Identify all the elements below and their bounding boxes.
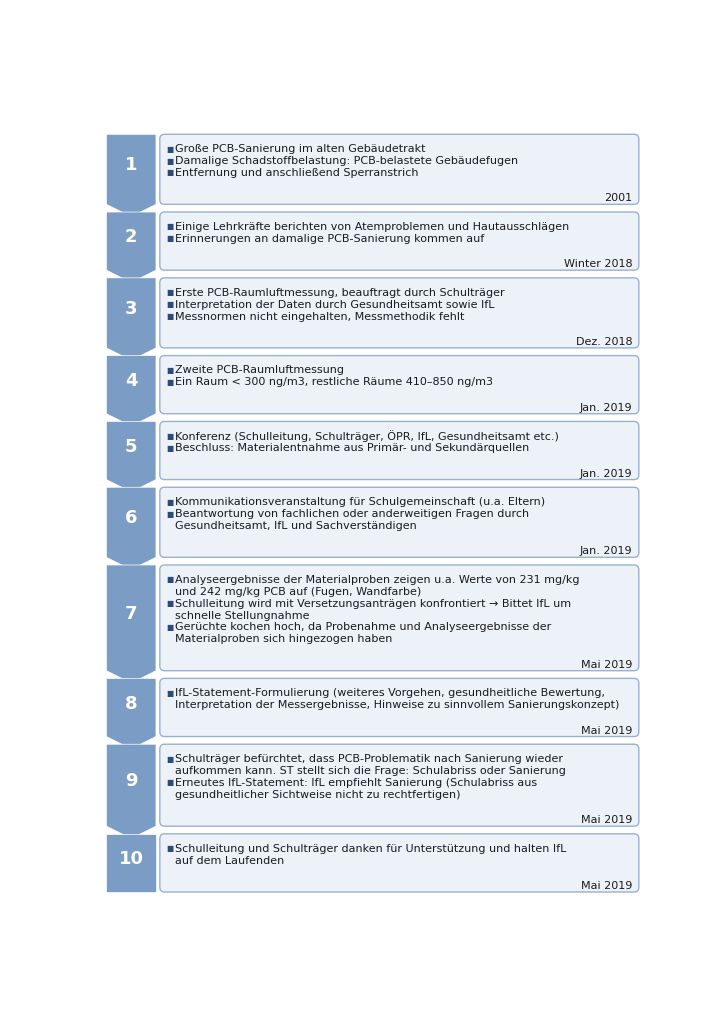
Text: ■: ■ bbox=[166, 599, 173, 608]
Text: 9: 9 bbox=[125, 771, 137, 790]
Text: Mai 2019: Mai 2019 bbox=[581, 815, 632, 824]
Text: Schulträger befürchtet, dass PCB-Problematik nach Sanierung wieder: Schulträger befürchtet, dass PCB-Problem… bbox=[174, 753, 563, 763]
Text: ■: ■ bbox=[166, 754, 173, 763]
Text: Konferenz (Schulleitung, Schulträger, ÖPR, IfL, Gesundheitsamt etc.): Konferenz (Schulleitung, Schulträger, ÖP… bbox=[174, 430, 558, 442]
Text: Interpretation der Messergebnisse, Hinweise zu sinnvollem Sanierungskonzept): Interpretation der Messergebnisse, Hinwe… bbox=[174, 700, 619, 710]
Text: Erste PCB-Raumluftmessung, beauftragt durch Schulträger: Erste PCB-Raumluftmessung, beauftragt du… bbox=[174, 287, 505, 297]
Text: ■: ■ bbox=[166, 288, 173, 297]
FancyBboxPatch shape bbox=[160, 834, 639, 892]
Text: ■: ■ bbox=[166, 157, 173, 166]
Text: ■: ■ bbox=[166, 575, 173, 583]
Text: ■: ■ bbox=[166, 300, 173, 308]
Polygon shape bbox=[106, 422, 156, 492]
Text: ■: ■ bbox=[166, 432, 173, 441]
Text: ■: ■ bbox=[166, 235, 173, 243]
Text: Schulleitung und Schulträger danken für Unterstützung und halten IfL: Schulleitung und Schulträger danken für … bbox=[174, 843, 566, 853]
Text: Große PCB-Sanierung im alten Gebäudetrakt: Große PCB-Sanierung im alten Gebäudetrak… bbox=[174, 144, 425, 154]
Text: Mai 2019: Mai 2019 bbox=[581, 659, 632, 669]
Text: Jan. 2019: Jan. 2019 bbox=[580, 546, 632, 556]
FancyBboxPatch shape bbox=[160, 422, 639, 480]
Text: Mai 2019: Mai 2019 bbox=[581, 881, 632, 890]
Text: Dez. 2018: Dez. 2018 bbox=[576, 337, 632, 347]
Text: ■: ■ bbox=[166, 497, 173, 507]
Text: ■: ■ bbox=[166, 688, 173, 697]
Polygon shape bbox=[106, 279, 156, 361]
Text: Jan. 2019: Jan. 2019 bbox=[580, 468, 632, 478]
FancyBboxPatch shape bbox=[160, 565, 639, 671]
Text: Messnormen nicht eingehalten, Messmethodik fehlt: Messnormen nicht eingehalten, Messmethod… bbox=[174, 311, 464, 321]
FancyBboxPatch shape bbox=[160, 135, 639, 205]
Text: Materialproben sich hingezogen haben: Materialproben sich hingezogen haben bbox=[174, 634, 392, 644]
Text: 5: 5 bbox=[125, 437, 137, 455]
Text: Damalige Schadstoffbelastung: PCB-belastete Gebäudefugen: Damalige Schadstoffbelastung: PCB-belast… bbox=[174, 156, 518, 166]
FancyBboxPatch shape bbox=[160, 744, 639, 826]
Text: ■: ■ bbox=[166, 377, 173, 386]
Text: 1: 1 bbox=[125, 157, 137, 174]
Text: Analyseergebnisse der Materialproben zeigen u.a. Werte von 231 mg/kg: Analyseergebnisse der Materialproben zei… bbox=[174, 574, 579, 584]
FancyBboxPatch shape bbox=[160, 279, 639, 349]
Text: ■: ■ bbox=[166, 311, 173, 320]
Text: IfL-Statement-Formulierung (weiteres Vorgehen, gesundheitliche Bewertung,: IfL-Statement-Formulierung (weiteres Vor… bbox=[174, 687, 605, 698]
Polygon shape bbox=[106, 487, 156, 570]
Polygon shape bbox=[106, 135, 156, 217]
Text: Gerüchte kochen hoch, da Probenahme und Analyseergebnisse der: Gerüchte kochen hoch, da Probenahme und … bbox=[174, 622, 551, 632]
FancyBboxPatch shape bbox=[160, 213, 639, 271]
Text: ■: ■ bbox=[166, 168, 173, 177]
Text: auf dem Laufenden: auf dem Laufenden bbox=[174, 854, 284, 864]
Text: ■: ■ bbox=[166, 623, 173, 631]
Text: 3: 3 bbox=[125, 299, 137, 317]
Text: Erinnerungen an damalige PCB-Sanierung kommen auf: Erinnerungen an damalige PCB-Sanierung k… bbox=[174, 234, 484, 244]
Polygon shape bbox=[106, 356, 156, 427]
Text: Kommunikationsveranstaltung für Schulgemeinschaft (u.a. Eltern): Kommunikationsveranstaltung für Schulgem… bbox=[174, 496, 545, 507]
Text: ■: ■ bbox=[166, 509, 173, 518]
Text: Beantwortung von fachlichen oder anderweitigen Fragen durch: Beantwortung von fachlichen oder anderwe… bbox=[174, 509, 529, 519]
Text: 2: 2 bbox=[125, 227, 137, 246]
Text: ■: ■ bbox=[166, 222, 173, 232]
Text: 2001: 2001 bbox=[604, 193, 632, 203]
Text: Ein Raum < 300 ng/m3, restliche Räume 410–850 ng/m3: Ein Raum < 300 ng/m3, restliche Räume 41… bbox=[174, 377, 493, 387]
FancyBboxPatch shape bbox=[160, 356, 639, 415]
Text: 6: 6 bbox=[125, 509, 137, 527]
Text: Winter 2018: Winter 2018 bbox=[564, 259, 632, 269]
Text: Zweite PCB-Raumluftmessung: Zweite PCB-Raumluftmessung bbox=[174, 365, 344, 375]
Text: Mai 2019: Mai 2019 bbox=[581, 725, 632, 735]
Text: ■: ■ bbox=[166, 366, 173, 375]
Text: gesundheitlicher Sichtweise nicht zu rechtfertigen): gesundheitlicher Sichtweise nicht zu rec… bbox=[174, 789, 460, 799]
Text: 7: 7 bbox=[125, 605, 137, 623]
Text: Einige Lehrkräfte berichten von Atemproblemen und Hautausschlägen: Einige Lehrkräfte berichten von Atemprob… bbox=[174, 221, 569, 232]
Text: 8: 8 bbox=[125, 694, 137, 712]
Text: Schulleitung wird mit Versetzungsanträgen konfrontiert → Bittet IfL um: Schulleitung wird mit Versetzungsanträge… bbox=[174, 599, 571, 608]
Text: ■: ■ bbox=[166, 145, 173, 154]
Text: Interpretation der Daten durch Gesundheitsamt sowie IfL: Interpretation der Daten durch Gesundhei… bbox=[174, 299, 494, 309]
Text: Beschluss: Materialentnahme aus Primär- und Sekundärquellen: Beschluss: Materialentnahme aus Primär- … bbox=[174, 443, 529, 453]
Polygon shape bbox=[106, 678, 156, 749]
Polygon shape bbox=[106, 213, 156, 283]
Text: ■: ■ bbox=[166, 843, 173, 852]
Polygon shape bbox=[106, 744, 156, 839]
Text: 10: 10 bbox=[119, 849, 144, 867]
Text: 4: 4 bbox=[125, 371, 137, 389]
Text: ■: ■ bbox=[166, 443, 173, 452]
Text: und 242 mg/kg PCB auf (Fugen, Wandfarbe): und 242 mg/kg PCB auf (Fugen, Wandfarbe) bbox=[174, 586, 421, 596]
FancyBboxPatch shape bbox=[160, 487, 639, 558]
Text: Entfernung und anschließend Sperranstrich: Entfernung und anschließend Sperranstric… bbox=[174, 168, 418, 178]
Polygon shape bbox=[106, 834, 156, 892]
Polygon shape bbox=[106, 565, 156, 683]
Text: Jan. 2019: Jan. 2019 bbox=[580, 402, 632, 412]
Text: aufkommen kann. ST stellt sich die Frage: Schulabriss oder Sanierung: aufkommen kann. ST stellt sich die Frage… bbox=[174, 765, 566, 775]
Text: Erneutes IfL-Statement: IfL empfiehlt Sanierung (Schulabriss aus: Erneutes IfL-Statement: IfL empfiehlt Sa… bbox=[174, 777, 537, 788]
Text: Gesundheitsamt, IfL und Sachverständigen: Gesundheitsamt, IfL und Sachverständigen bbox=[174, 521, 417, 531]
FancyBboxPatch shape bbox=[160, 678, 639, 737]
Text: ■: ■ bbox=[166, 777, 173, 787]
Text: schnelle Stellungnahme: schnelle Stellungnahme bbox=[174, 610, 309, 620]
